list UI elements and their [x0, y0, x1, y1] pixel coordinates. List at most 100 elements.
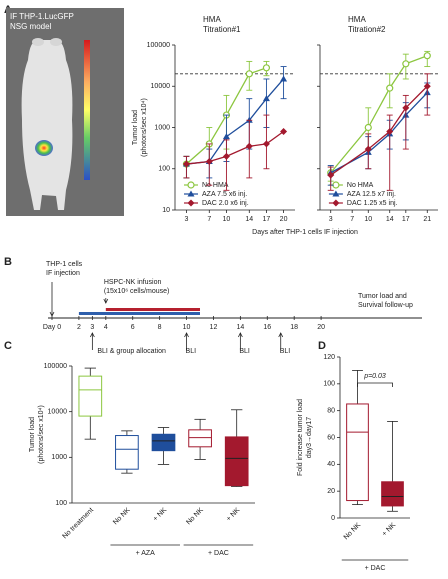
significance-bracket	[357, 382, 393, 387]
x-tick-label: 17	[402, 216, 410, 223]
event-label: BLI	[186, 348, 197, 355]
marker	[280, 127, 288, 135]
y-tick-label: 1000	[51, 454, 67, 461]
arrow-head	[49, 311, 55, 317]
x-tick-label: 14	[245, 216, 253, 223]
marker	[205, 157, 213, 165]
y-tick-label: 10000	[48, 409, 68, 416]
timeline-tick-label: Day 0	[43, 324, 61, 331]
timeline-tick-label: 14	[236, 324, 244, 331]
image-caption: NSG model	[10, 22, 52, 31]
marker	[423, 52, 431, 60]
series-line	[330, 55, 428, 174]
series-line	[330, 92, 428, 174]
marker	[386, 84, 394, 92]
marker	[402, 60, 410, 68]
marker	[182, 160, 190, 168]
timeline-tick-label: 12	[210, 324, 218, 331]
event-label: HSPC-NK infusion	[104, 279, 162, 286]
y-tick-label: 120	[323, 354, 335, 361]
x-tick-label: No NK	[343, 522, 363, 542]
timeline-tick-label: 3	[90, 324, 94, 331]
chart-title: Titration#1	[203, 25, 241, 34]
x-tick-label: + NK	[381, 522, 397, 538]
color-scale	[84, 40, 90, 180]
y-axis-label: Fold increase tumor load	[297, 399, 304, 476]
bioluminescence-signal	[35, 140, 53, 156]
box	[224, 436, 249, 487]
x-tick-label: 14	[386, 216, 394, 223]
box	[188, 429, 212, 448]
timeline-tick-label: 10	[183, 324, 191, 331]
treatment-bar	[105, 308, 200, 311]
legend-marker	[332, 190, 340, 197]
y-axis-label: (photons/sec x10⁴)	[38, 405, 45, 464]
timeline-tick-label: 20	[317, 324, 325, 331]
event-label: (15x10⁶ cells/mouse)	[104, 288, 170, 295]
panel-letter: B	[4, 256, 12, 268]
x-tick-label: 17	[263, 216, 271, 223]
timeline-tick-label: 2	[77, 324, 81, 331]
x-tick-label: + NK	[225, 507, 241, 523]
box	[346, 403, 369, 502]
mouse-image: IF THP-1.LucGFP NSG model	[6, 8, 124, 216]
y-axis-label: (photons/sec x10⁴)	[141, 98, 148, 157]
treatment-bar	[78, 312, 200, 315]
y-tick-label: 1000	[154, 124, 170, 131]
timeline-tick-label: 16	[263, 324, 271, 331]
legend-label: AZA 12.5 x7 inj.	[347, 191, 396, 198]
x-axis-label: Days after THP-1 cells IF injection	[252, 229, 358, 236]
marker	[402, 104, 410, 112]
arrow-head	[278, 332, 284, 338]
y-axis-label: Tumor load	[132, 110, 139, 145]
y-tick-label: 100000	[44, 363, 67, 370]
box	[381, 481, 404, 507]
group-label: + AZA	[136, 550, 156, 557]
legend-marker	[332, 181, 340, 189]
marker	[364, 123, 372, 132]
arrow-head	[90, 332, 95, 338]
x-tick-label: 20	[280, 216, 288, 223]
end-label: Tumor load and	[358, 293, 407, 300]
timeline-tick-label: 6	[131, 324, 135, 331]
panel-letter: C	[4, 340, 12, 352]
series-line	[330, 85, 428, 176]
marker	[386, 127, 394, 135]
x-tick-label: 7	[207, 216, 211, 223]
box	[151, 433, 176, 452]
x-tick-label: 10	[223, 216, 231, 223]
mouse-ear	[50, 38, 62, 46]
arrow-head	[103, 298, 109, 304]
event-label: THP-1 cells	[46, 261, 83, 268]
arrow-head	[238, 332, 243, 338]
timeline-tick-label: 4	[104, 324, 108, 331]
y-tick-label: 10000	[151, 83, 171, 90]
event-label: BLI	[239, 348, 250, 355]
y-tick-label: 100	[55, 500, 67, 507]
y-axis-label: day3→day17	[306, 417, 313, 458]
legend-marker	[187, 190, 195, 197]
y-tick-label: 20	[327, 488, 335, 495]
legend-marker	[332, 199, 340, 207]
mouse-body	[21, 39, 73, 211]
y-tick-label: 100000	[147, 42, 170, 49]
chart-title: HMA	[348, 15, 366, 24]
panel-letter: D	[318, 340, 326, 352]
series-line	[186, 130, 284, 165]
legend-label: DAC 2.0 x6 inj.	[202, 200, 249, 207]
y-tick-label: 80	[327, 408, 335, 415]
event-label: BLI & group allocation	[97, 348, 166, 355]
image-caption: IF THP-1.LucGFP	[10, 12, 74, 21]
y-axis-label: Tumor load	[29, 417, 36, 452]
y-tick-label: 40	[327, 461, 335, 468]
y-tick-label: 100	[158, 166, 170, 173]
p-value: p=0.03	[363, 373, 386, 380]
group-label: + DAC	[208, 550, 229, 557]
event-label: IF injection	[46, 270, 80, 277]
timeline-tick-label: 18	[290, 324, 298, 331]
x-tick-label: No NK	[185, 507, 205, 527]
marker	[280, 75, 288, 82]
